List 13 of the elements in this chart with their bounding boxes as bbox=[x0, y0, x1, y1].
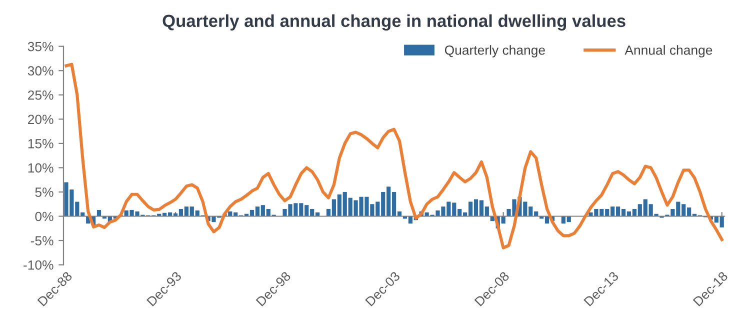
y-tick-label: -10% bbox=[24, 260, 54, 270]
chart-title: Quarterly and annual change in national dwelling values bbox=[162, 14, 626, 31]
y-tick-label: 0% bbox=[35, 212, 54, 222]
y-tick-label: 35% bbox=[28, 42, 54, 52]
y-tick-label: 15% bbox=[28, 139, 54, 148]
legend-label: Quarterly change bbox=[444, 45, 545, 58]
y-tick-label: 10% bbox=[28, 163, 54, 173]
y-tick-label: 25% bbox=[28, 90, 54, 100]
y-tick-label: 20% bbox=[28, 114, 54, 124]
y-tick-label: -5% bbox=[30, 236, 54, 246]
y-tick-label: 30% bbox=[28, 66, 54, 76]
legend-label: Annual change bbox=[624, 45, 712, 58]
y-tick-label: 5% bbox=[35, 188, 54, 197]
